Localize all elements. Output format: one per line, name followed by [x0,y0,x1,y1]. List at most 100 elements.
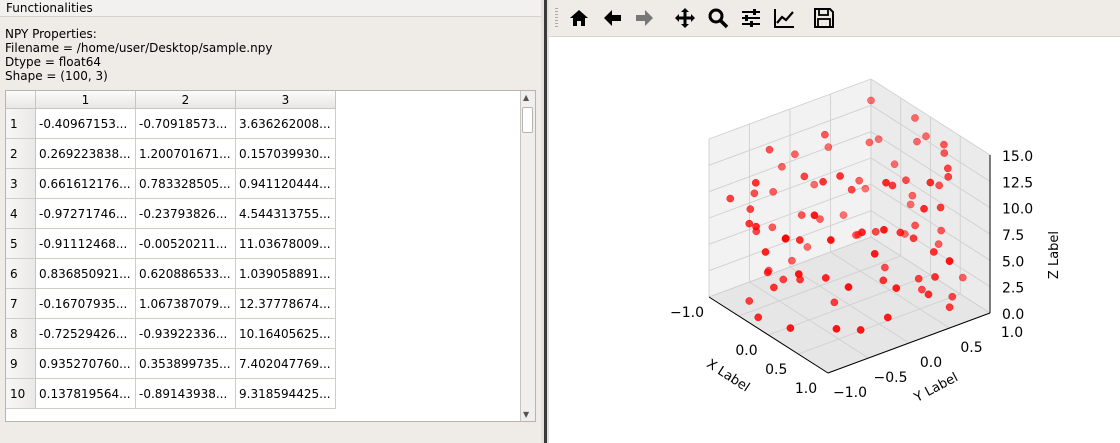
table-cell[interactable]: -0.70918573... [136,109,236,139]
zoom-icon[interactable] [705,5,731,31]
forward-arrow-icon[interactable] [632,5,658,31]
table-cell[interactable]: 1.200701671... [136,139,236,169]
data-point [911,114,919,122]
table-cell[interactable]: 0.137819564... [36,379,136,409]
scatter-3d-plot[interactable]: −1.0 0.0 0.5 1.0 −1.0 −0.5 0.0 0.5 1.0 0.0 2.5 5.0 7… [549,37,1120,443]
table-cell[interactable]: 11.03678009... [236,229,336,259]
table-cell[interactable]: 7.402047769... [236,349,336,379]
row-header[interactable]: 3 [6,169,36,199]
table-cell[interactable]: 0.935270760... [36,349,136,379]
data-point [874,135,883,144]
row-header[interactable]: 1 [6,109,36,139]
table-cell[interactable]: 4.544313755... [236,199,336,229]
axis-line [827,312,991,374]
data-point [920,204,928,213]
table-cell[interactable]: 12.37778674... [236,289,336,319]
data-point [958,273,967,282]
data-point [844,283,853,291]
table-cell[interactable]: -0.16707935... [36,289,136,319]
menu-functionalities[interactable]: Functionalities [6,1,93,15]
z-axis-label: Z Label [1047,231,1062,279]
table-cell[interactable]: -0.72529426... [36,319,136,349]
properties-heading: NPY Properties: [5,27,97,41]
row-header[interactable]: 7 [6,289,36,319]
table-cell[interactable]: -0.40967153... [36,109,136,139]
data-point [918,285,926,294]
vertical-scrollbar[interactable]: ▲ ▼ [520,91,535,421]
table-corner[interactable] [6,91,36,109]
z-tick-label: 12.5 [1002,175,1033,191]
data-point [936,203,945,212]
y-tick-label: 1.0 [1001,325,1023,341]
data-point [931,273,939,281]
table-cell[interactable]: 0.783328505... [136,169,236,199]
row-header[interactable]: 9 [6,349,36,379]
data-point [839,211,848,219]
properties-dtype: Dtype = float64 [5,55,101,69]
table-cell[interactable]: 10.16405625... [236,319,336,349]
table-cell[interactable]: 0.353899735... [136,349,236,379]
data-point [768,223,777,232]
data-point [944,164,952,173]
table-cell[interactable]: 1.067387079... [136,289,236,319]
table-cell[interactable]: 0.620886533... [136,259,236,289]
row-header[interactable]: 6 [6,259,36,289]
column-header[interactable]: 2 [136,91,236,109]
grid-line [708,157,872,219]
column-header[interactable]: 1 [36,91,136,109]
left-panel: Functionalities NPY Properties: Filename… [0,0,541,443]
table-cell[interactable]: -0.91112468... [36,229,136,259]
configure-subplots-icon[interactable] [738,5,764,31]
data-point [816,215,824,223]
scrollbar-thumb[interactable] [522,107,533,133]
back-arrow-icon[interactable] [599,5,625,31]
scroll-up-icon[interactable]: ▲ [523,93,530,102]
table-cell[interactable]: 0.157039930... [236,139,336,169]
data-point [832,324,841,333]
splitter-handle[interactable] [541,0,549,443]
data-point [934,240,943,248]
row-header[interactable]: 2 [6,139,36,169]
row-header[interactable]: 4 [6,199,36,229]
save-icon[interactable] [811,5,837,31]
row-header[interactable]: 10 [6,379,36,409]
row-header[interactable]: 8 [6,319,36,349]
table-cell[interactable]: -0.89143938... [136,379,236,409]
data-point [888,181,897,190]
column-header[interactable]: 3 [236,91,336,109]
table-cell[interactable]: -0.97271746... [36,199,136,229]
table-cell[interactable]: 0.941120444... [236,169,336,199]
data-point [745,219,754,228]
data-point [761,248,770,256]
menubar: Functionalities [0,0,541,17]
z-tick-label: 0.0 [1002,307,1024,323]
table-cell[interactable]: -0.00520211... [136,229,236,259]
scroll-down-icon[interactable]: ▼ [523,410,530,419]
table-cell[interactable]: 3.636262008... [236,109,336,139]
table-cell[interactable]: 0.269223838... [36,139,136,169]
table-cell[interactable]: -0.23793826... [136,199,236,229]
z-tick-label: 2.5 [1002,281,1024,297]
table-cell[interactable]: 9.318594425... [236,379,336,409]
data-point [788,256,796,265]
properties-filename: Filename = /home/user/Desktop/sample.npy [5,41,273,55]
data-point [824,143,833,151]
table-cell[interactable]: 0.836850921... [36,259,136,289]
data-point [751,178,760,187]
data-point [883,313,892,322]
table-cell[interactable]: 0.661612176... [36,169,136,199]
data-point [752,222,760,231]
data-point [879,276,888,285]
edit-axes-icon[interactable] [771,5,797,31]
data-point [881,263,889,272]
pan-icon[interactable] [672,5,698,31]
home-icon[interactable] [566,5,592,31]
data-point [909,234,918,243]
grid-line [830,251,950,329]
data-table[interactable]: 1 2 3 1 -0.40967153... -0.70918573... 3.636262… [5,90,536,422]
data-point [810,211,819,220]
toolbar-grip[interactable] [555,8,558,28]
row-header[interactable]: 5 [6,229,36,259]
table-cell[interactable]: 1.039058891... [236,259,336,289]
table-cell[interactable]: -0.93922336... [136,319,236,349]
